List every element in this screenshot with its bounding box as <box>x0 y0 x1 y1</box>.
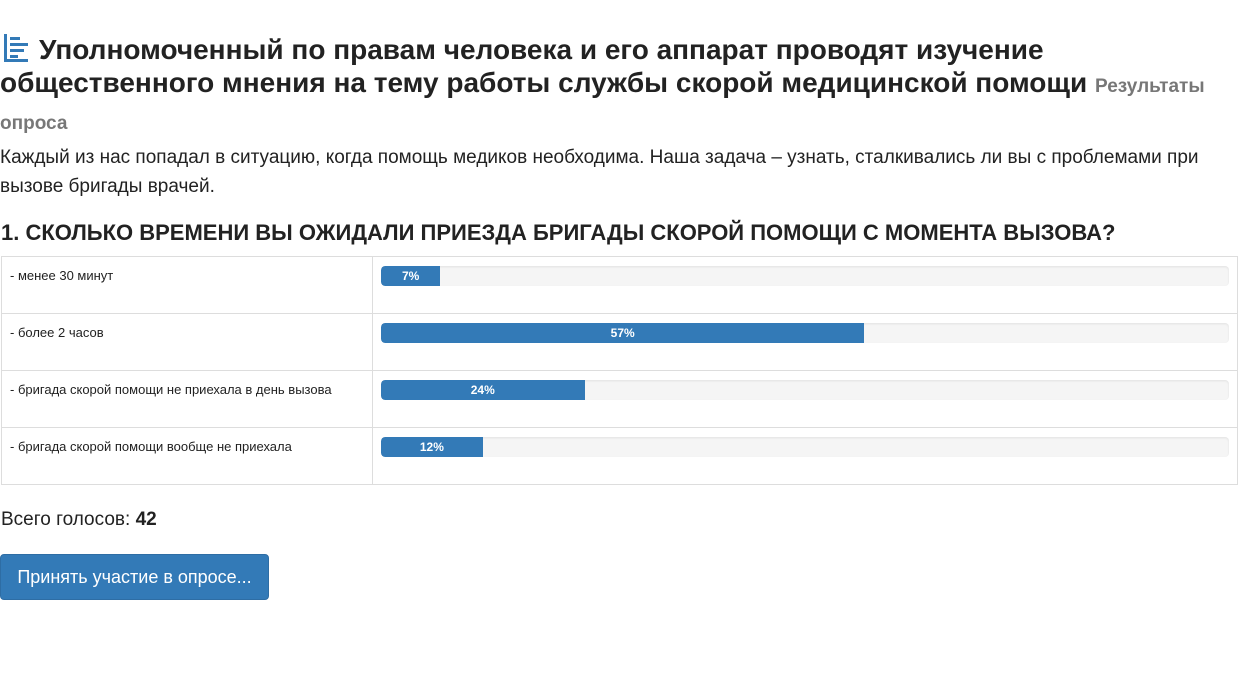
take-part-button[interactable]: Принять участие в опросе... <box>0 554 269 600</box>
answer-bar-cell: 7% <box>372 256 1238 314</box>
progress-bar: 57% <box>381 323 865 343</box>
poll-results-icon <box>4 34 28 62</box>
answer-label: - бригада скорой помощи вообще не приеха… <box>1 427 373 485</box>
page-title: Уполномоченный по правам человека и его … <box>0 33 1220 140</box>
question-title: 1. СКОЛЬКО ВРЕМЕНИ ВЫ ОЖИДАЛИ ПРИЕЗДА БР… <box>1 220 1116 245</box>
total-votes: Всего голосов: 42 <box>1 507 157 533</box>
page-subtitle: Результаты опроса <box>0 76 1205 134</box>
progress-bar: 7% <box>381 266 441 286</box>
progress-bar: 12% <box>381 437 483 457</box>
answer-row: - более 2 часов 57% <box>1 313 1238 371</box>
results-table-body: - менее 30 минут 7% - более 2 часов 57% - бр… <box>1 256 1238 485</box>
answer-bar-cell: 57% <box>372 313 1238 371</box>
progress-track: 12% <box>381 437 1229 457</box>
answer-row: - бригада скорой помощи вообще не приеха… <box>1 427 1238 485</box>
page-title-text: Уполномоченный по правам человека и его … <box>0 34 1088 98</box>
answer-label: - бригада скорой помощи не приехала в де… <box>1 370 373 428</box>
answer-bar-cell: 24% <box>372 370 1238 428</box>
answer-label: - более 2 часов <box>1 313 373 371</box>
progress-track: 7% <box>381 266 1229 286</box>
answer-label: - менее 30 минут <box>1 256 373 314</box>
answer-row: - бригада скорой помощи не приехала в де… <box>1 370 1238 428</box>
progress-bar: 24% <box>381 380 585 400</box>
answer-row: - менее 30 минут 7% <box>1 256 1238 314</box>
progress-track: 24% <box>381 380 1229 400</box>
total-votes-label: Всего голосов: <box>1 509 131 530</box>
total-votes-value: 42 <box>135 509 157 530</box>
poll-description: Каждый из нас попадал в ситуацию, когда … <box>0 147 1199 197</box>
results-table: - менее 30 минут 7% - более 2 часов 57% - бр… <box>1 256 1238 485</box>
progress-track: 57% <box>381 323 1229 343</box>
answer-bar-cell: 12% <box>372 427 1238 485</box>
